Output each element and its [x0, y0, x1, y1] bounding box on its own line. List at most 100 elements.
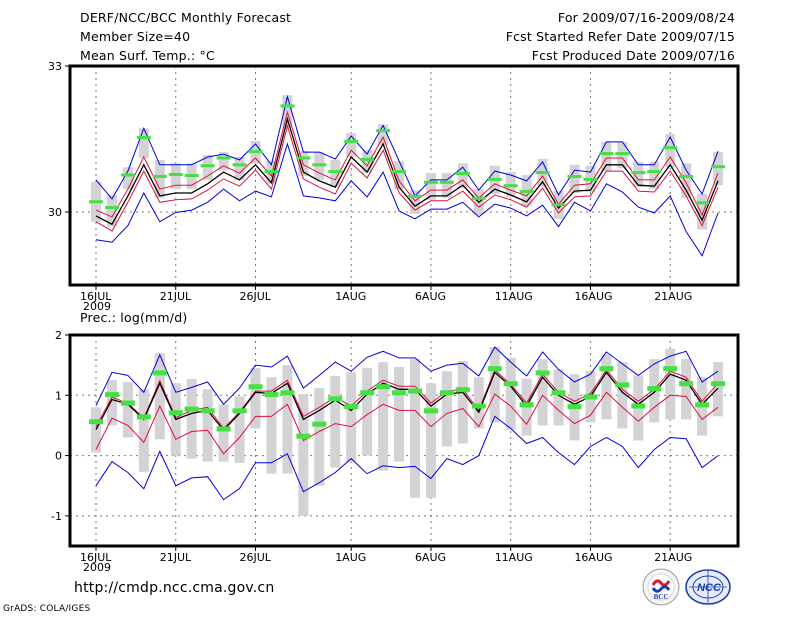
prec-marker — [663, 366, 678, 372]
prec-spread-bar — [713, 362, 724, 417]
prec-spread-bar — [378, 362, 389, 471]
temp-marker — [168, 173, 183, 177]
temp-spread-bar — [457, 163, 468, 189]
temp-marker — [200, 164, 215, 168]
prec-inner-upper-line — [95, 369, 719, 430]
prec-spread-bar — [346, 372, 357, 462]
temp-marker — [408, 194, 422, 198]
temp-marker — [679, 174, 694, 178]
temp-inner-upper-line — [95, 110, 719, 218]
temp-marker — [328, 170, 343, 174]
temp-outer-upper-line — [95, 94, 719, 200]
prec-marker — [120, 400, 135, 406]
prec-marker — [487, 366, 502, 372]
prec-xtick-year-label: 2009 — [83, 561, 111, 574]
prec-spread-bar — [250, 368, 261, 429]
prec-spread-bar — [362, 368, 373, 456]
temp-spread-bar — [154, 159, 165, 198]
prec-marker — [152, 370, 167, 376]
temp-marker — [248, 150, 263, 154]
prec-spread-bar — [154, 353, 165, 440]
temp-marker — [455, 172, 470, 176]
ncc-logo: NCC — [685, 569, 731, 605]
prec-marker — [551, 390, 566, 396]
temp-marker — [280, 104, 295, 108]
prec-plot-frame — [68, 333, 740, 548]
temp-xtick-year-label: 2009 — [83, 300, 111, 313]
prec-marker — [392, 390, 407, 396]
prec-spread-bar — [425, 383, 436, 498]
temp-spread-bar — [378, 124, 389, 145]
temp-marker — [551, 203, 566, 207]
temp-xtick-label: 11AUG — [495, 290, 533, 303]
prec-marker — [136, 414, 151, 420]
prec-marker — [631, 403, 646, 409]
temp-marker — [184, 173, 199, 177]
prec-spread-bar — [266, 377, 277, 474]
temp-spread-bar — [330, 159, 341, 188]
prec-inner-lower-line — [95, 391, 719, 455]
temp-outer-lower-line — [95, 142, 719, 257]
bcc-logo: BCC — [642, 568, 680, 606]
temp-inner-lower-line — [95, 124, 719, 232]
prec-spread-bar — [681, 359, 692, 420]
temp-marker — [631, 171, 646, 175]
prec-spread-bar — [601, 354, 612, 420]
temp-spread-bar — [713, 152, 724, 186]
temp-marker — [376, 129, 391, 133]
prec-spread-bar — [234, 396, 245, 463]
temp-spread-bar — [410, 190, 420, 214]
prec-spread-bar — [617, 362, 628, 429]
temp-spread-bar — [441, 173, 452, 198]
temp-xtick-label: 16AUG — [574, 290, 612, 303]
temp-spread-bar — [346, 133, 357, 158]
prec-marker — [567, 404, 582, 410]
prec-marker — [376, 384, 391, 390]
prec-marker — [168, 410, 183, 416]
prec-marker — [312, 421, 327, 427]
prec-spread-bar — [489, 347, 500, 423]
prec-xtick-label: 11AUG — [495, 551, 533, 564]
temp-marker — [104, 206, 119, 210]
temp-marker — [519, 190, 534, 194]
temp-spread-bar — [202, 155, 213, 180]
prec-ytick-label: 2 — [55, 329, 62, 342]
temp-ensemble-mean-line — [95, 116, 719, 226]
prec-marker — [615, 382, 630, 388]
prec-marker — [296, 433, 311, 439]
temp-spread-bar — [665, 134, 676, 168]
prec-marker — [647, 386, 662, 392]
prec-marker — [455, 387, 470, 393]
temp-xtick-label: 1AUG — [335, 290, 366, 303]
temp-marker — [344, 139, 359, 143]
temp-marker — [439, 180, 454, 184]
forecast-period-label: For 2009/07/16-2009/08/24 — [557, 10, 735, 25]
bcc-logo-text: BCC — [654, 593, 669, 601]
temp-plot-frame — [68, 64, 740, 287]
temp-marker — [663, 146, 678, 150]
prec-marker — [535, 370, 550, 376]
temp-marker — [583, 177, 598, 181]
temp-xtick-label: 16JUL — [80, 290, 112, 303]
temp-spread-bar — [170, 163, 181, 190]
temp-spread-bar — [122, 167, 133, 190]
temp-spread-bar — [425, 173, 436, 200]
variable-label-precipitation: Prec.: log(mm/d) — [80, 310, 188, 325]
prec-spread-bar — [457, 360, 468, 444]
prec-xtick-label: 1AUG — [335, 551, 366, 564]
temp-spread-bar — [218, 152, 229, 171]
temp-xtick-label: 21JUL — [160, 290, 192, 303]
prec-marker — [184, 406, 199, 412]
prec-spread-bar — [282, 365, 293, 474]
prec-marker — [711, 381, 726, 387]
chart-title: DERF/NCC/BCC Monthly Forecast — [80, 10, 292, 25]
prec-outer-upper-line — [95, 346, 719, 406]
ncc-logo-icon: NCC — [685, 569, 731, 605]
prec-ytick-label: 1 — [55, 389, 62, 402]
temp-marker — [599, 152, 614, 156]
temp-marker — [615, 152, 630, 156]
temp-spread-bar — [649, 161, 660, 190]
prec-ensemble-mean-line — [95, 371, 719, 432]
temp-xtick-label: 26JUL — [240, 290, 272, 303]
prec-xtick-label: 16AUG — [574, 551, 612, 564]
